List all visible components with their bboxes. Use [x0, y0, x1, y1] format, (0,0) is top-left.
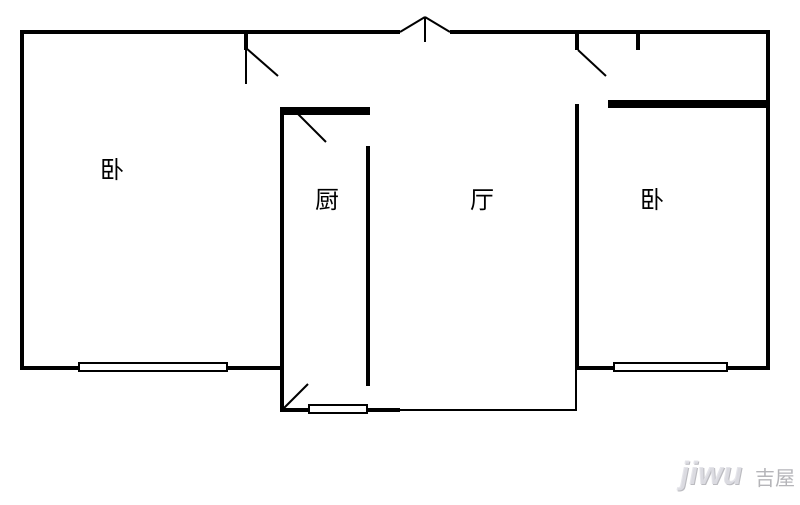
wall-living-bedR: [575, 104, 579, 370]
door-bedL: [244, 46, 286, 88]
wall-living-bottom: [397, 409, 577, 411]
door-upper-right: [636, 48, 674, 86]
window-right: [613, 362, 728, 372]
wall-bottom-right2: [726, 366, 770, 370]
wall-bottom-right1: [575, 366, 615, 370]
label-bedroom-right: 卧: [640, 180, 664, 215]
wall-bedR-top-sill: [608, 100, 770, 108]
door-kitchen-bottom: [280, 378, 316, 414]
window-left: [78, 362, 228, 372]
door-kitchen-top: [296, 112, 336, 152]
window-kitchen: [308, 404, 368, 414]
label-bedroom-left: 卧: [100, 150, 124, 185]
label-living: 厅: [470, 180, 494, 215]
wall-right: [766, 30, 770, 370]
door-bedR: [576, 48, 618, 90]
wall-bottom-left2: [226, 366, 284, 370]
wall-kitchen-left: [280, 112, 284, 412]
wall-living-bedR-topstub: [575, 30, 579, 50]
wall-living-right-step: [575, 370, 577, 411]
floorplan-canvas: 卧 厨 厅 卧 jiwu jiwu 吉屋: [0, 0, 800, 505]
wall-stub-upper-right: [636, 30, 640, 50]
wall-kitchen-bottom-right: [366, 408, 400, 412]
watermark-main: jiwu: [680, 455, 742, 492]
wall-top-right: [450, 30, 770, 34]
watermark-cn: 吉屋: [755, 462, 795, 491]
wall-left: [20, 30, 24, 370]
wall-top-left: [20, 30, 400, 34]
watermark-shadow: jiwu: [681, 456, 743, 493]
label-kitchen: 厨: [315, 180, 339, 215]
break-arrow-top: [395, 12, 455, 48]
wall-kitchen-right: [366, 146, 370, 386]
wall-bottom-left: [20, 366, 80, 370]
